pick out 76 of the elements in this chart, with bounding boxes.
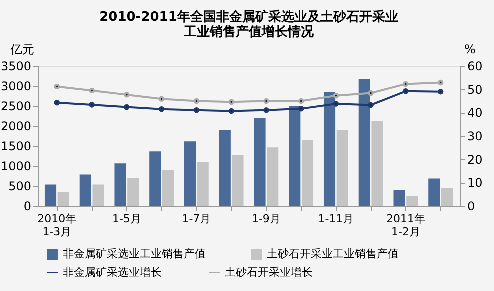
bar [289,106,301,206]
legend-label: 土砂石开采业增长 [225,266,313,279]
point [438,80,444,86]
point [403,81,409,88]
y-tick-label: 3500 [0,60,32,74]
point [403,88,409,94]
point [264,98,270,104]
y-tick-label: 2500 [0,100,32,114]
point [54,100,60,106]
x-tick-label: 1-9月 [252,212,281,226]
y2-tick-label: 40 [468,106,483,120]
bar [92,184,104,206]
legend-label: 非金属矿采选业增长 [63,266,162,279]
y-tick-label: 1500 [0,140,32,154]
bar [324,92,336,206]
y2-tick-label: 20 [468,152,483,167]
bar [58,192,70,206]
y-tick-label: 1000 [0,160,32,174]
y2-tick-label: 30 [468,130,483,144]
point [124,104,130,110]
bar [150,152,162,206]
point [368,102,374,108]
bar [80,174,92,206]
bar [114,164,126,206]
point [368,90,374,96]
point [438,89,444,95]
point [194,98,200,104]
point [194,107,200,114]
bar [128,178,140,206]
bar [406,196,418,206]
point [158,106,165,112]
chart-title: 2010-2011年全国非金属矿采选业及土砂石开采业工业销售产值增长情况 [100,9,398,40]
point [264,107,270,114]
bar [254,118,266,206]
y-tick-label: 0 [24,200,32,214]
y-tick-label: 500 [8,180,32,194]
y2-tick-label: 10 [468,176,483,190]
y2-tick-label: 50 [468,82,483,97]
bar [372,121,384,206]
bar [197,162,209,206]
point [298,106,304,112]
y2-axis-title: % [464,42,476,56]
legend-label: 非金属矿采选业工业销售产值 [63,248,206,261]
bar [44,184,57,206]
point [124,92,130,98]
y-tick-label: 2000 [0,120,32,134]
bar [184,142,196,206]
bar [232,155,244,206]
point [228,108,234,114]
bar [441,188,454,206]
bar [358,79,370,206]
y-axis-title: 亿元 [10,42,34,56]
bar [336,130,348,206]
point [89,102,95,108]
point [333,93,340,99]
point [158,96,165,102]
point [333,101,340,107]
point [54,84,60,90]
bar [162,170,174,206]
x-tick-label: 2011年 1-2月 [386,212,426,238]
x-tick-label: 2010年 1-3月 [38,212,77,238]
bar [394,190,406,206]
x-tick-label: 1-11月 [318,212,354,226]
y2-tick-label: 60 [468,60,483,74]
legend-label: 土砂石开采业工业销售产值 [267,248,399,261]
y2-tick-label: 0 [468,200,476,214]
point [298,98,304,104]
x-tick-label: 1-7月 [182,212,212,226]
y-tick-label: 3000 [0,80,32,94]
bar [267,148,279,206]
point [228,99,234,106]
x-tick-label: 1-5月 [112,212,142,226]
bar [428,178,440,206]
bar [302,140,314,206]
point [89,88,95,94]
bar [219,130,231,206]
